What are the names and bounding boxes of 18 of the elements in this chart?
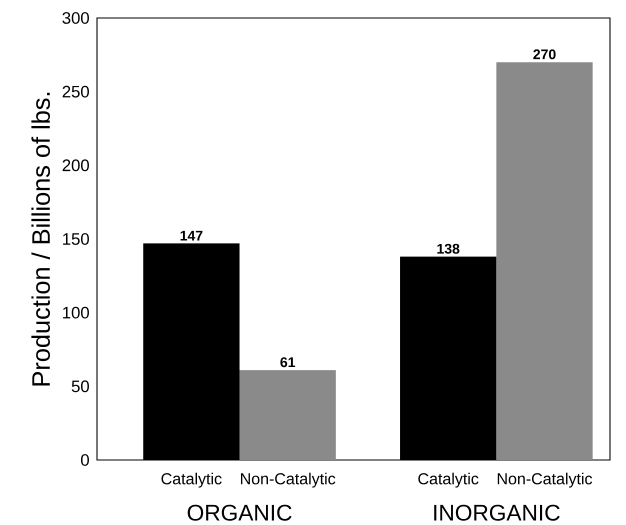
y-axis-title: Production / Billions of lbs. [31, 92, 50, 386]
y-tick-label: 50 [72, 380, 89, 392]
x-tick-label: Non-Catalytic [240, 472, 336, 488]
y-tick-label: 0 [81, 454, 89, 466]
y-tick-label: 150 [63, 233, 89, 245]
text: INORGANIC [434, 504, 560, 521]
x-tick-label: Non-Catalytic [498, 472, 592, 488]
y-tick-label: 250 [62, 86, 89, 98]
x-tick-label: Catalytic [418, 472, 478, 488]
y-tick-label: 200 [62, 159, 89, 172]
data-label: 61 [280, 357, 296, 368]
y-tick-label: 300 [62, 12, 89, 24]
text: ORGANIC [188, 504, 292, 521]
data-label: 138 [437, 244, 460, 254]
data-label: 147 [180, 230, 202, 240]
x-tick-label: Catalytic [162, 472, 222, 488]
data-label: 270 [533, 49, 556, 60]
y-tick-label: 100 [63, 306, 89, 318]
